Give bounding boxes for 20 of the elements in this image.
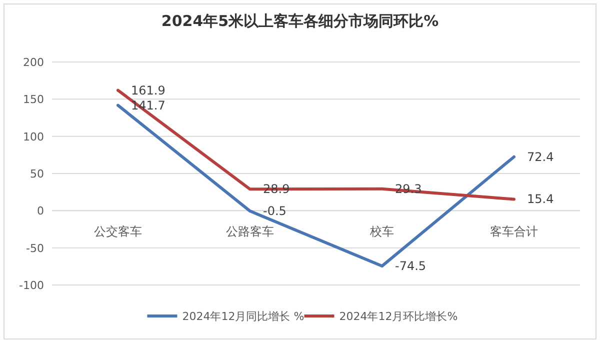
y-tick-label: 100: [23, 130, 44, 144]
y-tick-label: 200: [23, 56, 44, 69]
data-label: -0.5: [263, 204, 286, 218]
data-label: 28.9: [263, 182, 290, 196]
legend-label: 2024年12月环比增长%: [339, 310, 458, 323]
data-label: 72.4: [527, 150, 554, 164]
x-tick-label: 客车合计: [490, 224, 538, 239]
chart-title: 2024年5米以上客车各细分市场同环比%: [161, 12, 439, 30]
y-tick-label: -100: [19, 279, 44, 292]
y-tick-label: 150: [23, 93, 44, 106]
y-tick-label: 0: [37, 204, 44, 218]
x-tick-label: 校车: [369, 224, 394, 239]
y-tick-label: 50: [30, 168, 44, 180]
data-label: 161.9: [131, 83, 166, 98]
x-tick-label: 公路客车: [226, 224, 274, 239]
legend-label: 2024年12月同比增长 %: [182, 310, 304, 323]
data-label: -74.5: [395, 259, 426, 274]
x-tick-label: 公交客车: [94, 224, 142, 239]
y-tick-label: -50: [26, 242, 44, 255]
data-label: 15.4: [527, 192, 554, 206]
